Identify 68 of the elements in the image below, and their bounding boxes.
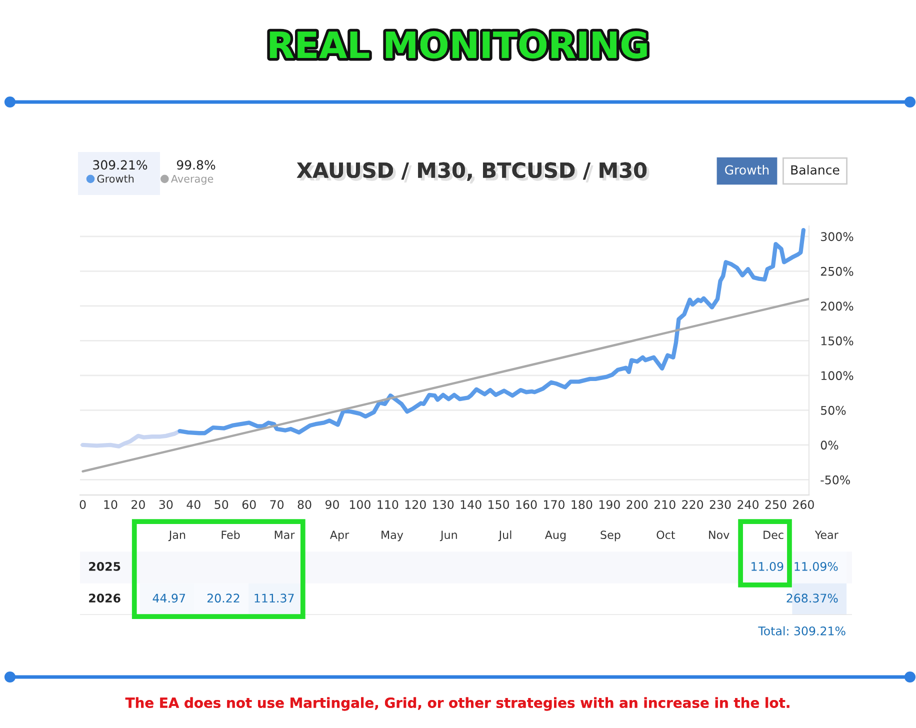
- x-tick-label: Nov: [709, 530, 730, 540]
- y-tick-label: 0%: [820, 440, 838, 450]
- data-label: 11.09: [752, 562, 784, 571]
- x-tick-label: Jun: [440, 530, 457, 542]
- x-tick-label: Jan: [168, 530, 186, 542]
- y-tick-label: 150%: [821, 336, 854, 346]
- data-label: 11.09%: [794, 562, 838, 571]
- x-tick-label: Oct: [656, 530, 676, 540]
- x-tick-label: 110: [378, 500, 398, 509]
- x-tick-label: 140: [460, 500, 482, 509]
- text: Growth: [725, 164, 769, 175]
- x-tick-label: 100: [350, 500, 370, 509]
- x-tick-label: 10: [104, 500, 118, 509]
- x-tick-label: 130: [433, 500, 454, 509]
- x-tick-label: 90: [325, 500, 339, 509]
- text: The EA does not use Martingale, Grid, or other strategies with an increase in the lot.: [125, 697, 790, 711]
- y-tick-label: 50%: [821, 406, 846, 415]
- text: 309.21%: [93, 160, 148, 170]
- y-tick-label: 100%: [821, 371, 854, 380]
- y-tick-label: 200%: [820, 302, 854, 311]
- data-label: 44.97: [152, 594, 186, 603]
- text: Total: 309.21%: [758, 626, 846, 636]
- x-tick-label: Feb: [222, 530, 240, 540]
- x-tick-label: 190: [599, 500, 620, 509]
- x-tick-label: 20: [132, 500, 145, 509]
- x-tick-label: 120: [405, 500, 426, 509]
- x-tick-label: Sep: [600, 530, 620, 542]
- x-tick-label: 150: [488, 500, 510, 509]
- x-tick-label: 50: [214, 500, 228, 509]
- x-tick-label: 60: [242, 500, 256, 509]
- x-tick-label: 210: [654, 500, 676, 509]
- x-tick-label: 250: [765, 500, 786, 509]
- y-tick-label: -50%: [820, 475, 850, 484]
- text: 99.8%: [176, 160, 216, 170]
- x-tick-label: 70: [270, 500, 284, 509]
- x-tick-label: Jul: [498, 530, 512, 542]
- data-label: 20.22: [207, 594, 240, 603]
- x-tick-label: 80: [298, 500, 312, 509]
- y-tick-label: 2026: [89, 594, 120, 603]
- x-tick-label: Aug: [544, 530, 566, 542]
- x-tick-label: 230: [710, 500, 731, 509]
- legend-label: Growth: [97, 174, 134, 183]
- data-label: 111.37: [254, 594, 294, 603]
- x-tick-label: 40: [186, 500, 200, 509]
- x-tick-label: 160: [516, 500, 537, 509]
- y-tick-label: 250%: [820, 266, 854, 276]
- text: Balance: [791, 164, 840, 175]
- x-tick-label: 180: [572, 500, 592, 509]
- x-tick-label: 170: [544, 500, 564, 509]
- x-tick-label: 240: [738, 500, 758, 509]
- line-series: [80, 428, 182, 448]
- x-tick-label: 220: [682, 500, 704, 509]
- x-tick-label: Year: [814, 530, 838, 540]
- x-tick-label: 260: [793, 500, 814, 509]
- chart-subtitle: XAUUSD / M30, BTCUSD / M30: [296, 162, 650, 184]
- x-tick-label: May: [382, 530, 404, 542]
- x-tick-label: 200: [626, 500, 648, 509]
- chart-title: REAL MONITORING: [270, 31, 647, 58]
- line-series: [178, 228, 806, 436]
- y-tick-label: 2025: [89, 562, 120, 571]
- y-tick-label: 300%: [821, 232, 854, 242]
- x-tick-label: Apr: [330, 530, 350, 542]
- x-tick-label: Dec: [764, 530, 784, 540]
- x-tick-label: Mar: [274, 530, 295, 540]
- data-label: 268.37%: [786, 594, 838, 603]
- x-tick-label: 30: [159, 500, 173, 509]
- legend-label: Average: [170, 174, 214, 185]
- x-tick-label: 0: [80, 500, 86, 509]
